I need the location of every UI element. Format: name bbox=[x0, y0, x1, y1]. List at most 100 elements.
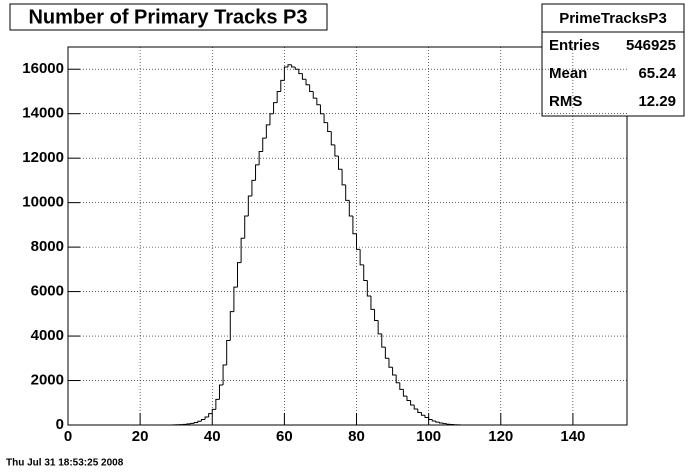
histogram-bin bbox=[374, 309, 379, 321]
histogram-bin bbox=[291, 64, 296, 68]
histogram-bin bbox=[337, 155, 343, 170]
histogram-bin bbox=[247, 195, 252, 216]
histogram-bin bbox=[265, 124, 270, 139]
histogram-bin bbox=[420, 412, 426, 416]
histogram-bin bbox=[211, 408, 216, 414]
histogram-bin bbox=[323, 113, 328, 124]
histogram-bin bbox=[395, 374, 400, 384]
histogram-bin bbox=[258, 151, 263, 165]
histogram-bin bbox=[341, 169, 346, 186]
stats-label: Entries bbox=[549, 37, 600, 54]
histogram-bin bbox=[413, 404, 418, 410]
histogram-bin bbox=[352, 215, 357, 235]
stats-value: 12.29 bbox=[638, 93, 676, 110]
histogram-bin bbox=[327, 122, 332, 132]
histogram-bin bbox=[392, 367, 397, 376]
histogram-bin bbox=[381, 333, 386, 348]
histogram-bin bbox=[251, 179, 256, 196]
histogram-bin bbox=[208, 413, 213, 417]
title-box bbox=[9, 3, 328, 31]
histogram-bin bbox=[406, 396, 411, 402]
histogram-bin bbox=[330, 131, 335, 146]
stats-value: 546925 bbox=[626, 37, 676, 54]
histogram-bin bbox=[255, 164, 260, 181]
x-tick-label: 120 bbox=[488, 428, 513, 445]
histogram-bin bbox=[226, 340, 231, 365]
histogram-bin bbox=[312, 91, 317, 99]
histogram-bin bbox=[276, 90, 281, 103]
histogram-bin bbox=[218, 384, 224, 400]
histogram-bin bbox=[345, 184, 350, 201]
histogram-bin bbox=[384, 347, 389, 359]
histogram-bin bbox=[402, 389, 408, 397]
stats-label: Mean bbox=[549, 65, 587, 82]
histogram-bin bbox=[287, 64, 292, 68]
y-tick-label: 16000 bbox=[22, 60, 64, 77]
histogram-bin bbox=[269, 113, 274, 125]
histogram-bin bbox=[424, 415, 429, 418]
histogram-bin bbox=[366, 280, 371, 297]
y-tick-label: 4000 bbox=[31, 327, 64, 344]
histogram-bin bbox=[301, 73, 307, 80]
histogram-bin bbox=[438, 422, 444, 424]
histogram-bin bbox=[431, 419, 436, 422]
stats-label: RMS bbox=[549, 93, 582, 110]
histogram-bin bbox=[298, 69, 303, 75]
histogram-bin bbox=[215, 398, 220, 410]
x-tick-label: 100 bbox=[416, 428, 441, 445]
histogram-bin bbox=[280, 79, 285, 92]
histogram-bin bbox=[399, 382, 404, 390]
histogram-bin bbox=[193, 422, 198, 424]
y-tick-label: 2000 bbox=[31, 371, 64, 388]
histogram-bin bbox=[442, 422, 447, 425]
y-tick-label: 0 bbox=[56, 416, 64, 433]
histogram-bin bbox=[388, 358, 393, 368]
histogram-bin bbox=[229, 311, 234, 341]
x-tick-label: 140 bbox=[560, 428, 585, 445]
histogram-bin bbox=[204, 416, 209, 420]
stats-value: 65.24 bbox=[638, 65, 676, 82]
histogram-bin bbox=[200, 418, 206, 422]
chart-title: Number of Primary Tracks P3 bbox=[28, 6, 307, 28]
y-tick-label: 12000 bbox=[22, 149, 64, 166]
histogram-bin bbox=[446, 423, 451, 425]
histogram-bin bbox=[244, 215, 249, 239]
histogram-bin bbox=[363, 264, 368, 281]
histogram-bin bbox=[417, 408, 422, 414]
histogram-bin bbox=[309, 84, 314, 92]
x-tick-label: 20 bbox=[132, 428, 149, 445]
histogram-bin bbox=[334, 144, 339, 157]
x-tick-label: 80 bbox=[348, 428, 365, 445]
histogram-bin bbox=[237, 262, 242, 288]
timestamp: Thu Jul 31 18:53:25 2008 bbox=[6, 458, 124, 469]
histogram-bin bbox=[240, 237, 245, 263]
x-tick-label: 40 bbox=[204, 428, 221, 445]
histogram-bin bbox=[197, 420, 202, 423]
histogram-bin bbox=[273, 102, 278, 114]
histogram-bin bbox=[316, 98, 321, 106]
histogram-bin bbox=[305, 79, 310, 86]
histogram-bin bbox=[359, 249, 364, 266]
histogram-bin bbox=[262, 137, 267, 152]
stats-title: PrimeTracksP3 bbox=[559, 10, 667, 27]
x-tick-label: 60 bbox=[276, 428, 293, 445]
histogram-bin bbox=[222, 364, 227, 385]
stats-box bbox=[541, 3, 685, 117]
histogram-bin bbox=[410, 400, 415, 406]
histogram-bin bbox=[377, 320, 382, 335]
y-tick-label: 6000 bbox=[31, 283, 64, 300]
x-tick-label: 0 bbox=[64, 428, 72, 445]
histogram-bin bbox=[233, 286, 238, 312]
histogram-bin bbox=[283, 66, 288, 81]
histogram-bin bbox=[428, 417, 433, 420]
histogram-bin bbox=[319, 104, 325, 115]
histogram-bin bbox=[356, 233, 361, 250]
histogram-bin bbox=[294, 67, 299, 70]
histogram-bin bbox=[370, 296, 375, 310]
histogram-bin bbox=[348, 200, 353, 217]
histogram-bin bbox=[435, 420, 440, 423]
y-tick-label: 10000 bbox=[22, 194, 64, 211]
y-tick-label: 8000 bbox=[31, 238, 64, 255]
histogram-bin bbox=[190, 422, 195, 424]
